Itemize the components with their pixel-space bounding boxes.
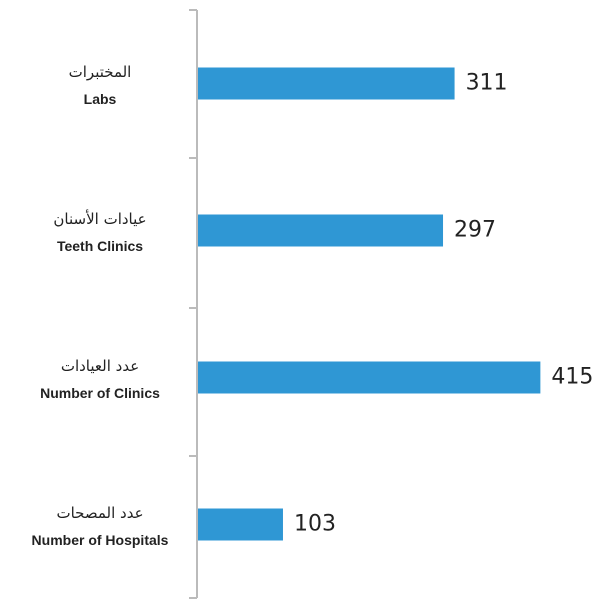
value-label: 297 xyxy=(454,218,496,243)
bar xyxy=(198,214,444,247)
category-label: Labs xyxy=(84,91,117,107)
category-label: Number of Hospitals xyxy=(32,532,169,548)
bar xyxy=(198,508,283,541)
category-label-ar: عدد العيادات xyxy=(61,357,139,375)
value-label: 103 xyxy=(294,512,336,537)
value-label: 415 xyxy=(551,365,593,390)
category-label: Number of Clinics xyxy=(40,385,160,401)
category-label-ar: عدد المصحات xyxy=(56,504,143,522)
bar xyxy=(198,67,455,100)
category-label-ar: عيادات الأسنان xyxy=(53,209,146,228)
value-label: 311 xyxy=(466,71,508,96)
bar xyxy=(198,361,541,394)
category-label: Teeth Clinics xyxy=(57,238,143,254)
category-label-ar: المختبرات xyxy=(69,63,132,81)
